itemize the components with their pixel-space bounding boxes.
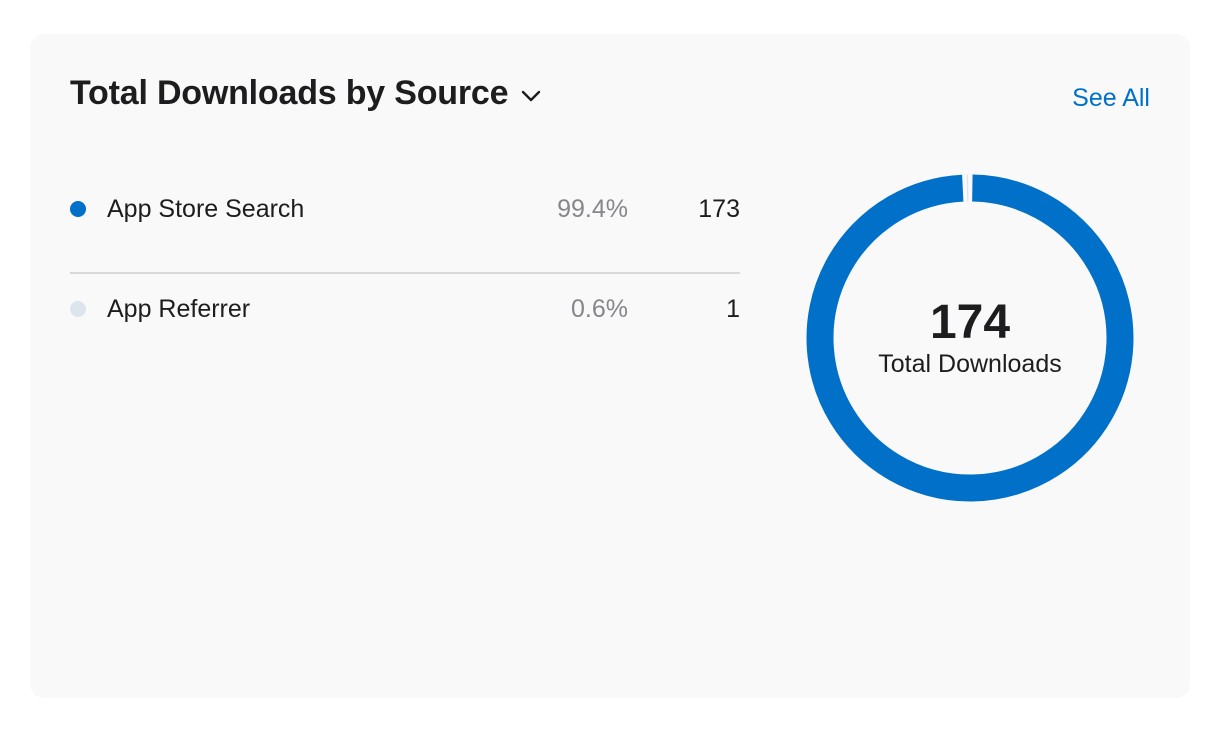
legend-dot-app-store-search [70,201,86,217]
source-legend: App Store Search 99.4% 173 App Referrer … [70,174,740,374]
card-title: Total Downloads by Source [70,74,509,112]
legend-percentage: 99.4% [557,194,628,223]
donut-chart: 174 Total Downloads [806,174,1134,502]
legend-label: App Referrer [107,294,251,323]
donut-slice-app-store-search[interactable] [806,174,1134,502]
donut-center: 174 Total Downloads [806,174,1134,502]
legend-count: 173 [698,194,740,223]
legend-row-app-store-search[interactable]: App Store Search 99.4% 173 [70,174,740,274]
total-downloads-value: 174 [929,296,1011,349]
legend-row-app-referrer[interactable]: App Referrer 0.6% 1 [70,274,740,374]
legend-count: 1 [726,294,740,323]
total-downloads-label: Total Downloads [878,350,1062,378]
see-all-link[interactable]: See All [1072,84,1150,112]
legend-label: App Store Search [107,194,305,223]
card-header: Total Downloads by Source [70,74,542,113]
legend-dot-app-referrer [70,301,86,317]
chevron-down-icon[interactable] [520,85,542,107]
downloads-by-source-card: Total Downloads by Source See All App St… [30,34,1190,698]
legend-percentage: 0.6% [571,294,628,323]
donut-svg [806,174,1134,502]
